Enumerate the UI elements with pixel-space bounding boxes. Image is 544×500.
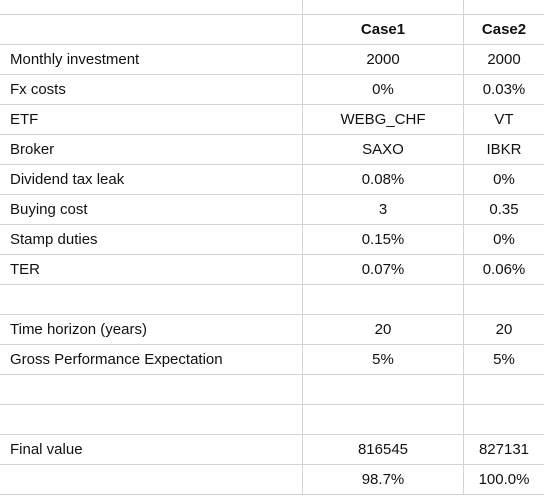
cell: 0% (303, 75, 464, 105)
cell (303, 405, 464, 435)
cell: IBKR (464, 135, 544, 165)
cell (464, 375, 544, 405)
cell: 0.06% (464, 255, 544, 285)
cell: 0.15% (303, 225, 464, 255)
cell: 816545 (303, 435, 464, 465)
cell (464, 405, 544, 435)
cell: 0% (464, 225, 544, 255)
cell (303, 285, 464, 315)
cell: SAXO (303, 135, 464, 165)
cell: Case2 (464, 15, 544, 45)
cell: 0.03% (464, 75, 544, 105)
cell (0, 15, 303, 45)
cell: ETF (0, 105, 303, 135)
cell: 0.07% (303, 255, 464, 285)
cell (0, 465, 303, 495)
cell: 100.0% (464, 465, 544, 495)
cell (0, 405, 303, 435)
cell (0, 285, 303, 315)
cell: VT (464, 105, 544, 135)
cell (303, 0, 464, 15)
cell: Dividend tax leak (0, 165, 303, 195)
cell: 5% (303, 345, 464, 375)
cell: Buying cost (0, 195, 303, 225)
cell: 2000 (303, 45, 464, 75)
cell: Final value (0, 435, 303, 465)
cell: TER (0, 255, 303, 285)
cell: 827131 (464, 435, 544, 465)
cell: Fx costs (0, 75, 303, 105)
cell (303, 375, 464, 405)
cell: 20 (303, 315, 464, 345)
cell: 0.08% (303, 165, 464, 195)
cell: Gross Performance Expectation (0, 345, 303, 375)
cell: 0.35 (464, 195, 544, 225)
cell: Time horizon (years) (0, 315, 303, 345)
cell: 2000 (464, 45, 544, 75)
cell: Monthly investment (0, 45, 303, 75)
cell: 0% (464, 165, 544, 195)
cell: WEBG_CHF (303, 105, 464, 135)
cell: 20 (464, 315, 544, 345)
cell: Case1 (303, 15, 464, 45)
cell: Broker (0, 135, 303, 165)
cell (464, 285, 544, 315)
cell (0, 0, 303, 15)
cell: Stamp duties (0, 225, 303, 255)
cell: 3 (303, 195, 464, 225)
cell: 98.7% (303, 465, 464, 495)
cell: 5% (464, 345, 544, 375)
cell (0, 375, 303, 405)
cell (464, 0, 544, 15)
